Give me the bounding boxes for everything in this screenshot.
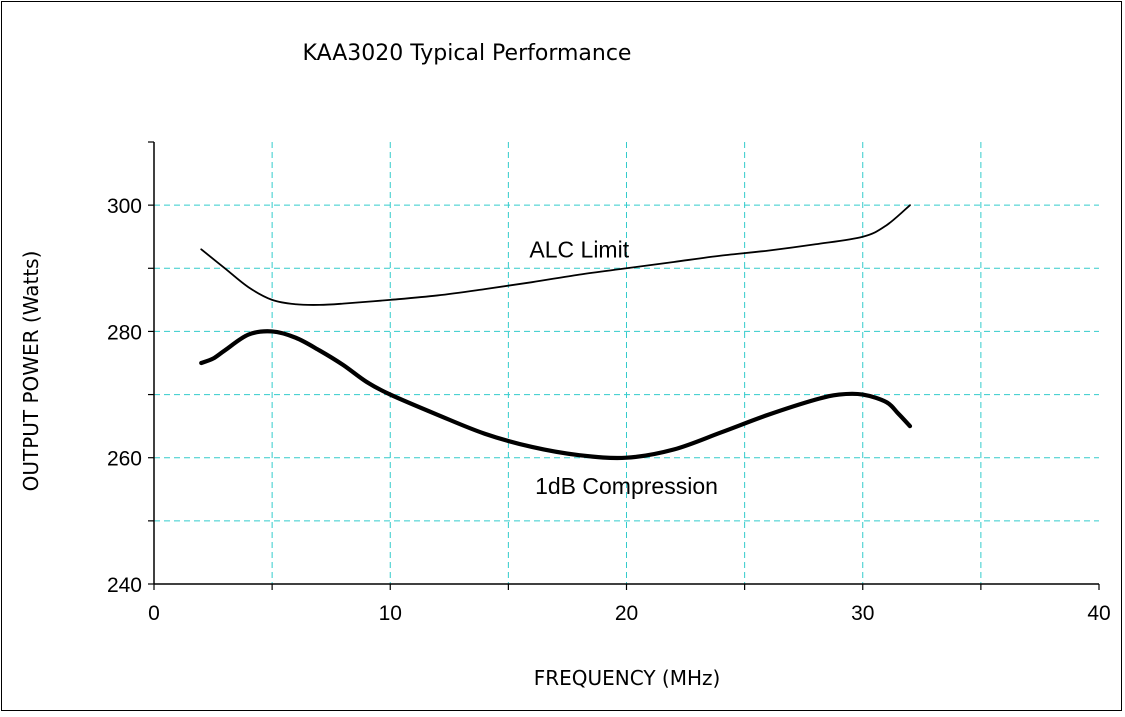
- chart-title: KAA3020 Typical Performance: [303, 41, 632, 66]
- series-label-alc-limit: ALC Limit: [529, 236, 629, 262]
- x-axis-title: FREQUENCY (MHz): [534, 666, 721, 690]
- x-tick-label: 20: [615, 602, 638, 625]
- series-line-alc-limit: [200, 204, 911, 306]
- tick-labels: 0 10 20 30 40 240 260 280 300: [107, 195, 1111, 625]
- axes: [148, 141, 1100, 590]
- y-tick-label: 260: [107, 448, 142, 471]
- grid: [154, 142, 1099, 584]
- y-tick-label: 300: [107, 195, 142, 218]
- series-label-1db-compression: 1dB Compression: [535, 473, 718, 499]
- y-axis-title: OUTPUT POWER (Watts): [19, 251, 43, 492]
- x-tick-label: 10: [379, 602, 402, 625]
- series-labels: ALC Limit 1dB Compression: [529, 236, 718, 499]
- series-group: [199, 204, 913, 461]
- x-tick-label: 30: [851, 602, 874, 625]
- series-line-1db-compression: [199, 329, 913, 461]
- y-tick-label: 240: [107, 574, 142, 597]
- x-tick-label: 40: [1087, 602, 1110, 625]
- x-tick-label: 0: [148, 602, 160, 625]
- y-tick-label: 280: [107, 321, 142, 344]
